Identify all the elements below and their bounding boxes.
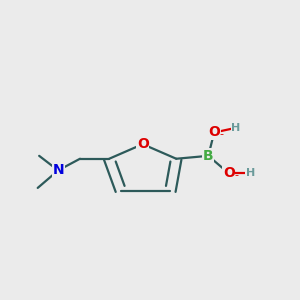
Text: -: - — [234, 170, 238, 180]
Text: H: H — [246, 168, 255, 178]
Text: B: B — [203, 149, 214, 163]
Text: O: O — [137, 137, 148, 151]
Text: H: H — [231, 123, 241, 133]
Text: -: - — [220, 129, 224, 139]
Text: N: N — [52, 164, 64, 177]
Text: O: O — [223, 166, 235, 180]
Text: O: O — [208, 125, 220, 140]
